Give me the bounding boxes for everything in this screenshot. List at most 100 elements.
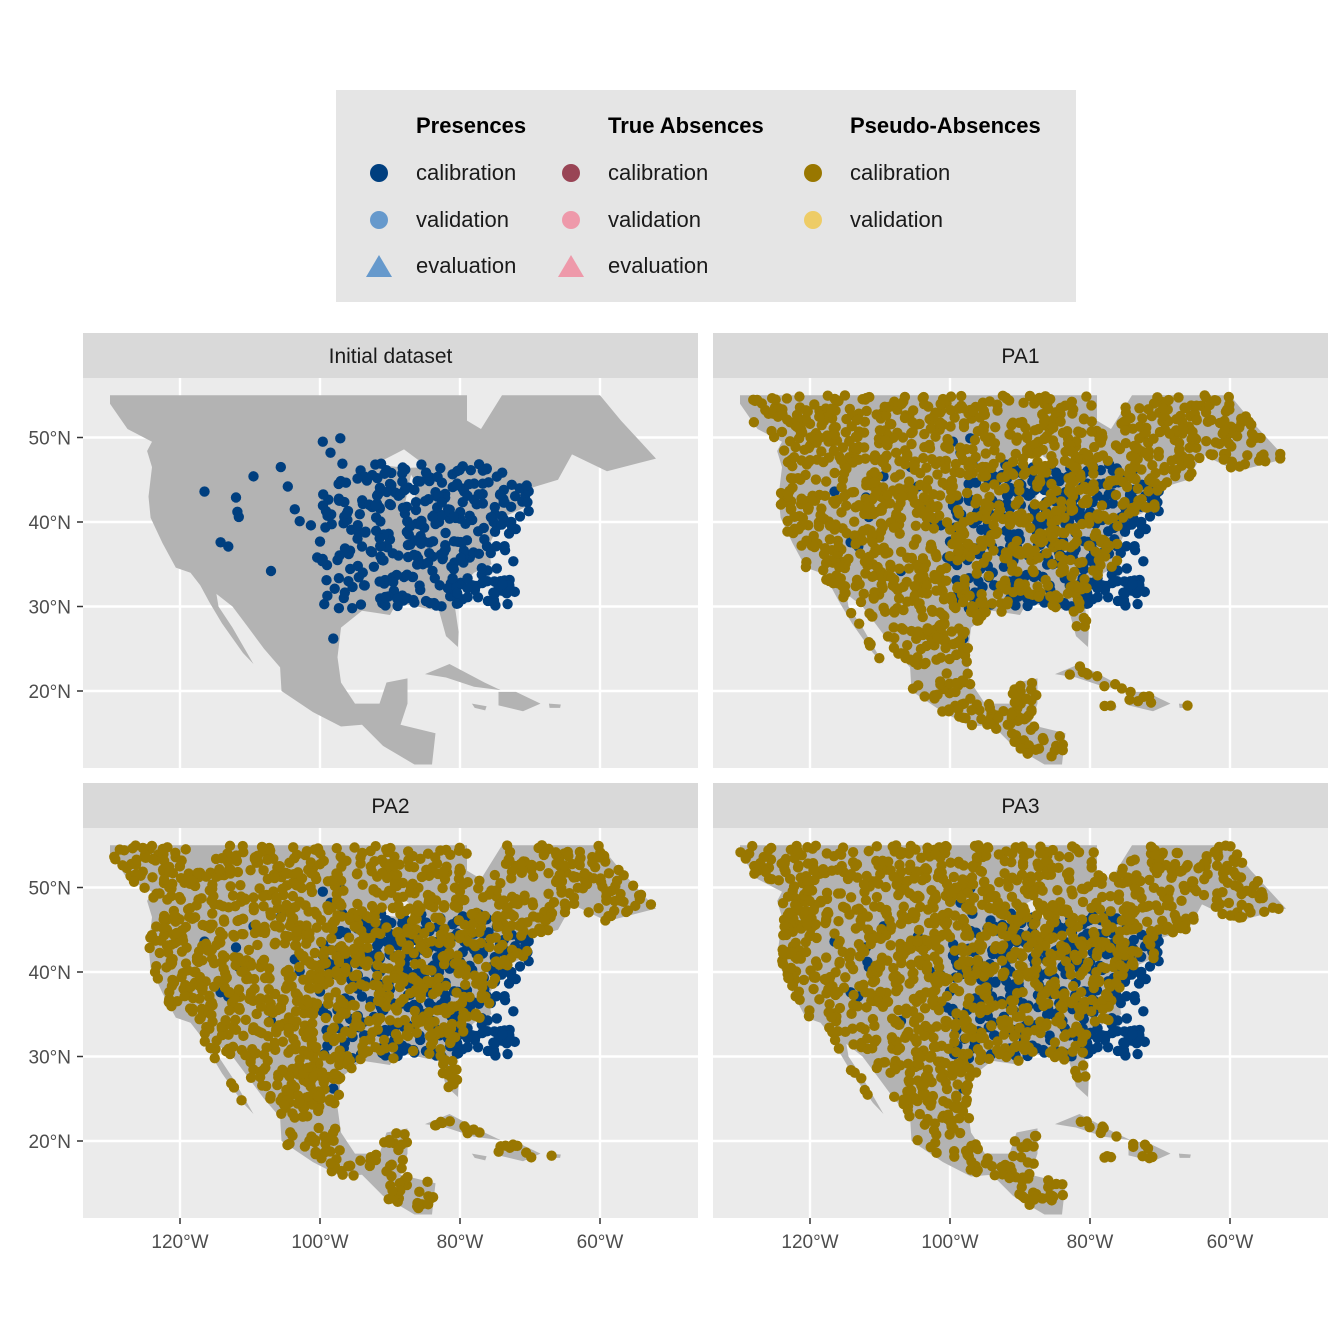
pseudo-absence-point [519,895,530,906]
presence-point [375,541,386,552]
presence-point [522,497,533,508]
pseudo-absence-point [1023,588,1035,599]
pseudo-absence-point [1080,1071,1091,1082]
pseudo-absence-point [336,900,347,911]
pseudo-absence-point [937,393,949,405]
pseudo-absence-point [906,438,917,450]
pseudo-absence-point [1088,926,1099,938]
presence-point [1138,1006,1149,1017]
pseudo-absence-point [439,1054,451,1066]
presence-point [440,543,451,555]
legend-circle-key [370,211,388,229]
pseudo-absence-point [751,394,763,406]
presence-point [392,600,403,612]
pseudo-absence-point [926,453,938,465]
pseudo-absence-point [1013,479,1024,490]
pseudo-absence-point [340,946,351,958]
pseudo-absence-point [954,635,966,647]
pseudo-absence-point [829,429,841,441]
pseudo-absence-point [322,901,333,912]
pseudo-absence-point [232,866,244,878]
legend-item-label: evaluation [608,253,709,278]
pseudo-absence-point [568,892,580,903]
pseudo-absence-point [1053,539,1065,551]
legend-item-label: validation [416,207,509,232]
pseudo-absence-point [484,941,495,953]
pseudo-absence-point [128,876,140,887]
pseudo-absence-point [191,952,203,963]
legend-circle-key [562,211,580,229]
pseudo-absence-point [258,901,269,912]
pseudo-absence-point [396,1163,407,1174]
pseudo-absence-point [1066,446,1077,457]
pseudo-absence-point [871,891,883,903]
presence-point [326,518,337,530]
pseudo-absence-point [868,593,880,604]
pseudo-absence-point [228,930,240,941]
pseudo-absence-point [874,652,885,664]
pseudo-absence-point [534,860,546,872]
pseudo-absence-point [526,859,537,871]
pseudo-absence-point [1223,897,1235,909]
pseudo-absence-point [1144,874,1155,886]
pseudo-absence-point [485,933,496,945]
pseudo-absence-point [1063,851,1075,863]
pseudo-absence-point [1214,438,1225,449]
pseudo-absence-point [208,981,220,992]
pseudo-absence-point [300,849,311,861]
presence-point [491,541,502,552]
pseudo-absence-point [409,1005,421,1017]
pseudo-absence-point [819,490,831,502]
pseudo-absence-point [144,942,155,954]
presence-point [374,576,385,587]
pseudo-absence-point [994,877,1005,888]
pseudo-absence-point [370,1154,382,1166]
presence-point [494,489,506,501]
pseudo-absence-point [1071,620,1082,632]
presence-point [321,575,332,586]
presence-point [1092,592,1103,603]
pseudo-absence-point [388,1053,399,1064]
pseudo-absence-point [975,535,987,547]
pseudo-absence-point [593,903,604,914]
pseudo-absence-point [438,900,450,911]
pseudo-absence-point [1074,602,1085,614]
pseudo-absence-point [258,954,270,965]
pseudo-absence-point [938,594,950,605]
pseudo-absence-point [816,503,827,514]
pseudo-absence-point [330,987,341,998]
pseudo-absence-point [910,627,921,639]
pseudo-absence-point [433,973,444,984]
pseudo-absence-point [476,992,487,1004]
pseudo-absence-point [277,1036,289,1047]
pseudo-absence-point [998,1029,1010,1040]
pseudo-absence-point [346,1062,357,1074]
pseudo-absence-point [898,624,909,635]
presence-point [497,579,508,590]
presence-point [452,587,463,599]
pseudo-absence-point [287,1108,298,1119]
pseudo-absence-point [941,517,953,528]
pseudo-absence-point [965,693,976,704]
presence-point [491,563,503,574]
pseudo-absence-point [329,1097,340,1109]
presence-point [366,546,378,558]
pseudo-absence-point [880,434,891,446]
pseudo-absence-point [1099,680,1110,692]
pseudo-absence-point [1157,402,1169,414]
facet-title: PA1 [1001,345,1039,368]
pseudo-absence-point [1037,500,1049,511]
pseudo-absence-point [556,887,567,898]
facet-title: PA2 [371,795,409,818]
presence-point [340,477,352,488]
pseudo-absence-point [886,572,897,583]
presence-point [1126,519,1137,530]
presence-point [1050,467,1062,478]
pseudo-absence-point [622,905,634,916]
pseudo-absence-point [375,986,386,998]
presence-point [233,511,244,523]
pseudo-absence-point [175,894,187,905]
presence-point [471,499,482,510]
presence-point [223,541,234,552]
pseudo-absence-point [289,853,300,864]
